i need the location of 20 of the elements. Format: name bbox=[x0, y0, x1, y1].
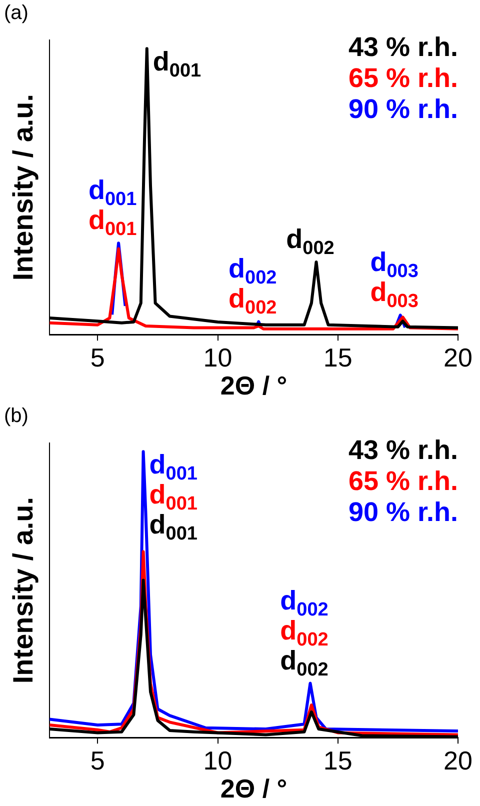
text: (a) bbox=[4, 2, 28, 25]
x-tick-label: 5 bbox=[90, 745, 105, 776]
text: 43 % r.h. bbox=[348, 32, 458, 63]
x-axis-title: 2Θ / ° bbox=[220, 370, 288, 401]
text: (b) bbox=[4, 405, 28, 428]
x-tick-label: 15 bbox=[323, 342, 352, 372]
x-tick-label: 20 bbox=[444, 342, 472, 372]
y-axis-title: Intensity / a.u. bbox=[8, 94, 39, 281]
text: 90 % r.h. bbox=[348, 94, 458, 125]
x-tick-label: 10 bbox=[203, 745, 232, 776]
x-tick-label: 20 bbox=[444, 745, 472, 776]
text: 65 % r.h. bbox=[348, 63, 458, 94]
y-axis-title: Intensity / a.u. bbox=[8, 496, 39, 684]
x-axis-title: 2Θ / ° bbox=[220, 774, 288, 804]
x-tick-label: 10 bbox=[203, 342, 232, 372]
text: 43 % r.h. bbox=[348, 435, 458, 466]
x-tick-label: 15 bbox=[323, 745, 352, 776]
x-tick-label: 5 bbox=[90, 342, 105, 372]
text: 65 % r.h. bbox=[348, 466, 458, 497]
text: 90 % r.h. bbox=[348, 497, 458, 528]
